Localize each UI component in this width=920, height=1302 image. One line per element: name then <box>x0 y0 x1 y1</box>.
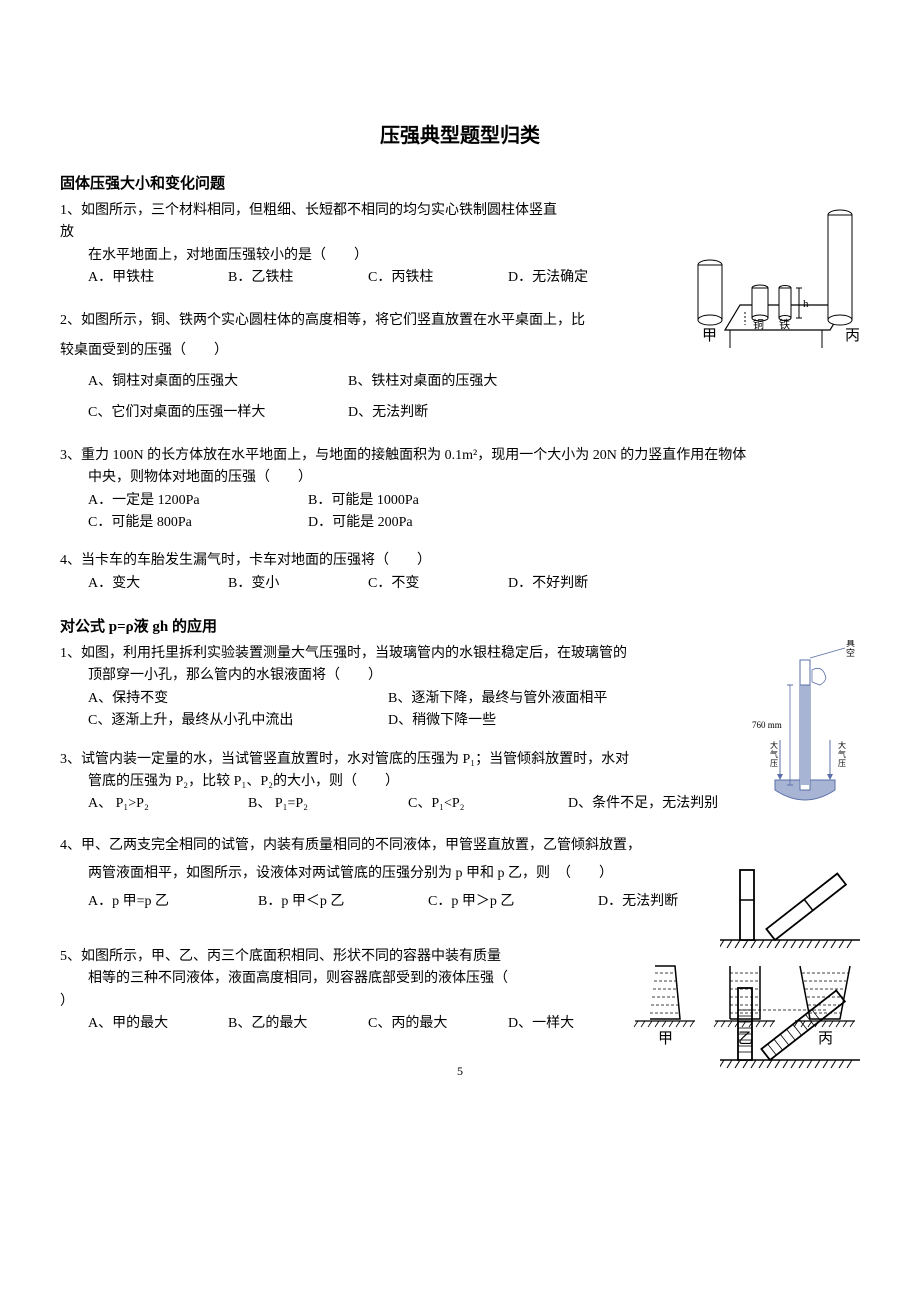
s2-q5-optD: D、一样大 <box>508 1013 648 1035</box>
svg-text:空: 空 <box>846 647 855 658</box>
s1-q3-optB: B．可能是 1000Pa <box>308 490 568 512</box>
s1-q1-stem-l1: 1、如图所示，三个材料相同，但粗细、长短都不相同的均匀实心铁制圆柱体竖直 <box>60 200 700 222</box>
figure-tubes-q3 <box>720 860 860 950</box>
s2-q1-optB: B、逐渐下降，最终与管外液面相平 <box>388 688 648 710</box>
s1-q2-optC: C、它们对桌面的压强一样大 <box>88 398 348 429</box>
s2-q4-optB: B．p 甲＜p 乙 <box>258 888 428 916</box>
s1-q3-optA: A．一定是 1200Pa <box>88 490 308 512</box>
figure-vessels: 甲 乙 丙 <box>630 941 860 1051</box>
vessel-label-b: 乙 <box>738 1031 753 1047</box>
svg-text:气: 气 <box>838 749 846 759</box>
s1-q3: 3、重力 100N 的长方体放在水平地面上，与地面的接触面积为 0.1m²，现用… <box>60 445 860 535</box>
page-number: 5 <box>0 1062 920 1081</box>
s2-q1-optD: D、稍微下降一些 <box>388 710 648 732</box>
label-atm-r1: 大 <box>838 740 846 750</box>
s1-q1-optA: A．甲铁柱 <box>88 267 228 289</box>
s1-q1-optB: B．乙铁柱 <box>228 267 368 289</box>
label-tie: 铁 <box>779 318 790 331</box>
s2-q5-optC: C、丙的最大 <box>368 1013 508 1035</box>
svg-text:压: 压 <box>770 759 778 768</box>
s1-q4-optD: D．不好判断 <box>508 573 648 595</box>
s2-q1-optC: C、逐渐上升，最终从小孔中流出 <box>88 710 388 732</box>
section2-heading: 对公式 p=ρ液 gh 的应用 <box>60 615 860 639</box>
s2-q4-optC: C．p 甲＞p 乙 <box>428 888 598 916</box>
label-760: 760 mm <box>752 720 782 730</box>
s2-q5-stem-l1: 5、如图所示，甲、乙、丙三个底面积相同、形状不同的容器中装有质量 <box>60 946 580 968</box>
svg-text:压: 压 <box>838 759 846 768</box>
svg-text:气: 气 <box>770 749 778 759</box>
label-h: h <box>803 298 809 310</box>
figure-cylinders: 甲 铜 铁 h 丙 <box>690 200 860 350</box>
label-bing: 丙 <box>845 328 860 344</box>
s1-q2-optA: A、铜柱对桌面的压强大 <box>88 367 348 398</box>
s2-q3-stem-l1: 3、试管内装一定量的水，当试管竖直放置时，水对管底的压强为 P₁；当管倾斜放置时… <box>60 749 700 771</box>
s2-q3: 3、试管内装一定量的水，当试管竖直放置时，水对管底的压强为 P₁；当管倾斜放置时… <box>60 749 860 816</box>
s2-q1-stem-l2: 顶部穿一小孔，那么管内的水银液面将（ ） <box>60 665 700 687</box>
s2-q5-optB: B、乙的最大 <box>228 1013 368 1035</box>
vessel-label-c: 丙 <box>818 1031 833 1047</box>
s1-q4: 4、当卡车的车胎发生漏气时，卡车对地面的压强将（ ） A．变大 B．变小 C．不… <box>60 550 860 595</box>
s1-q3-stem-l2: 中央，则物体对地面的压强（ ） <box>60 467 860 489</box>
s2-q3-optD: D、条件不足，无法判别 <box>568 793 730 815</box>
s2-q3-optB: B、 P₁=P₂ <box>248 793 408 815</box>
s2-q5-stem-l2: 相等的三种不同液体，液面高度相同，则容器底部受到的液体压强（ <box>60 968 580 990</box>
s2-q4-optD: D．无法判断 <box>598 888 738 916</box>
figure-torricelli: 真 空 760 mm 大 气 压 大 气 压 <box>750 640 860 820</box>
s2-q3-optC: C、P₁<P₂ <box>408 793 568 815</box>
s1-q3-optC: C．可能是 800Pa <box>88 512 308 534</box>
page-title: 压强典型题型归类 <box>60 120 860 152</box>
s2-q1: 1、如图，利用托里拆利实验装置测量大气压强时，当玻璃管内的水银柱稳定后，在玻璃管… <box>60 643 860 733</box>
s2-q3-optA: A、 P₁>P₂ <box>88 793 248 815</box>
label-jia: 甲 <box>702 328 717 344</box>
label-vacuum: 真 <box>846 640 855 648</box>
s2-q5-optA: A、甲的最大 <box>88 1013 228 1035</box>
s2-q1-optA: A、保持不变 <box>88 688 388 710</box>
s2-q3-stem-l2: 管底的压强为 P₂，比较 P₁、P₂的大小，则（ ） <box>60 771 700 793</box>
s1-q3-stem-l1: 3、重力 100N 的长方体放在水平地面上，与地面的接触面积为 0.1m²，现用… <box>60 445 860 467</box>
s1-q4-optC: C．不变 <box>368 573 508 595</box>
s1-q3-optD: D．可能是 200Pa <box>308 512 568 534</box>
s1-q2-optD: D、无法判断 <box>348 398 608 429</box>
s1-q1-optD: D．无法确定 <box>508 267 648 289</box>
s1-q2-optB: B、铁柱对桌面的压强大 <box>348 367 608 398</box>
s2-q4-optA: A．p 甲=p 乙 <box>88 888 258 916</box>
s1-q1-optC: C．丙铁柱 <box>368 267 508 289</box>
s1-q4-stem: 4、当卡车的车胎发生漏气时，卡车对地面的压强将（ ） <box>60 550 860 572</box>
section1-heading: 固体压强大小和变化问题 <box>60 172 860 196</box>
label-atm-l1: 大 <box>770 740 778 750</box>
s1-q4-optB: B．变小 <box>228 573 368 595</box>
s1-q4-optA: A．变大 <box>88 573 228 595</box>
s2-q4-stem-l1: 4、甲、乙两支完全相同的试管，内装有质量相同的不同液体，甲管竖直放置，乙管倾斜放… <box>60 832 700 860</box>
vessel-label-a: 甲 <box>658 1031 673 1047</box>
label-tong: 铜 <box>753 317 764 331</box>
s2-q1-stem-l1: 1、如图，利用托里拆利实验装置测量大气压强时，当玻璃管内的水银柱稳定后，在玻璃管… <box>60 643 700 665</box>
